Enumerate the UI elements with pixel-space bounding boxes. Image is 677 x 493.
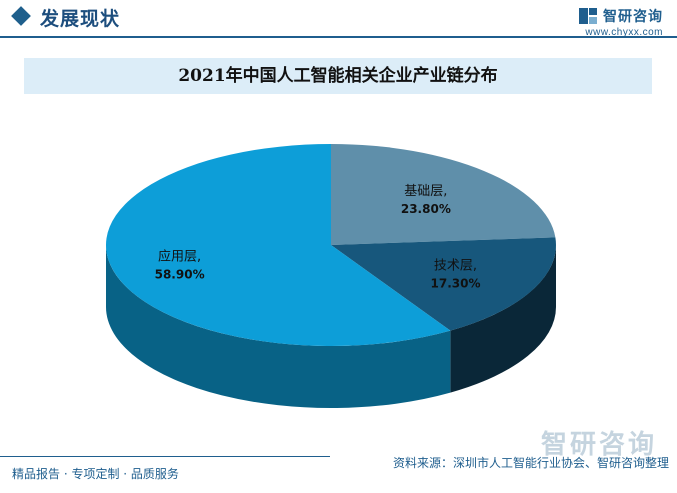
pie-slice-1 (331, 237, 556, 331)
slice-name-label: 基础层, (404, 184, 447, 199)
footer-slogan: 精品报告 · 专项定制 · 品质服务 (12, 467, 179, 481)
pie-side-1 (450, 245, 556, 393)
footer-divider (0, 456, 330, 457)
pie-side-walls (105, 245, 556, 409)
logo-url: www.chyxx.com (585, 26, 663, 38)
source-note: 资料来源：深圳市人工智能行业协会、智研咨询整理 (392, 456, 669, 470)
slice-value-label: 23.80% (401, 202, 451, 216)
chart-title: 2021年中国人工智能相关企业产业链分布 (178, 66, 498, 86)
logo-icon (578, 7, 597, 24)
pie-slice-2 (106, 144, 451, 346)
pie-side-2 (105, 245, 451, 409)
slice-name-label: 技术层, (434, 258, 477, 273)
logo-name: 智研咨询 (603, 8, 663, 25)
slice-value-label: 58.90% (155, 268, 205, 282)
brand-logo: 智研咨询 www.chyxx.com (578, 5, 663, 38)
slice-label-0: 基础层, 23.80% (401, 184, 451, 216)
slice-value-label: 17.30% (431, 276, 481, 290)
slice-label-2: 应用层, 58.90% (155, 249, 205, 282)
header-divider (0, 36, 677, 38)
watermark-text: 智研咨询 (540, 430, 657, 460)
chart-title-box: 2021年中国人工智能相关企业产业链分布 (24, 58, 652, 94)
pie-slice-0 (331, 144, 556, 245)
slice-name-label: 应用层, (158, 249, 201, 265)
page-header: 发展现状 智研咨询 www.chyxx.com (0, 0, 677, 44)
slice-label-1: 技术层, 17.30% (431, 258, 481, 290)
section-title: 发展现状 (40, 8, 121, 30)
